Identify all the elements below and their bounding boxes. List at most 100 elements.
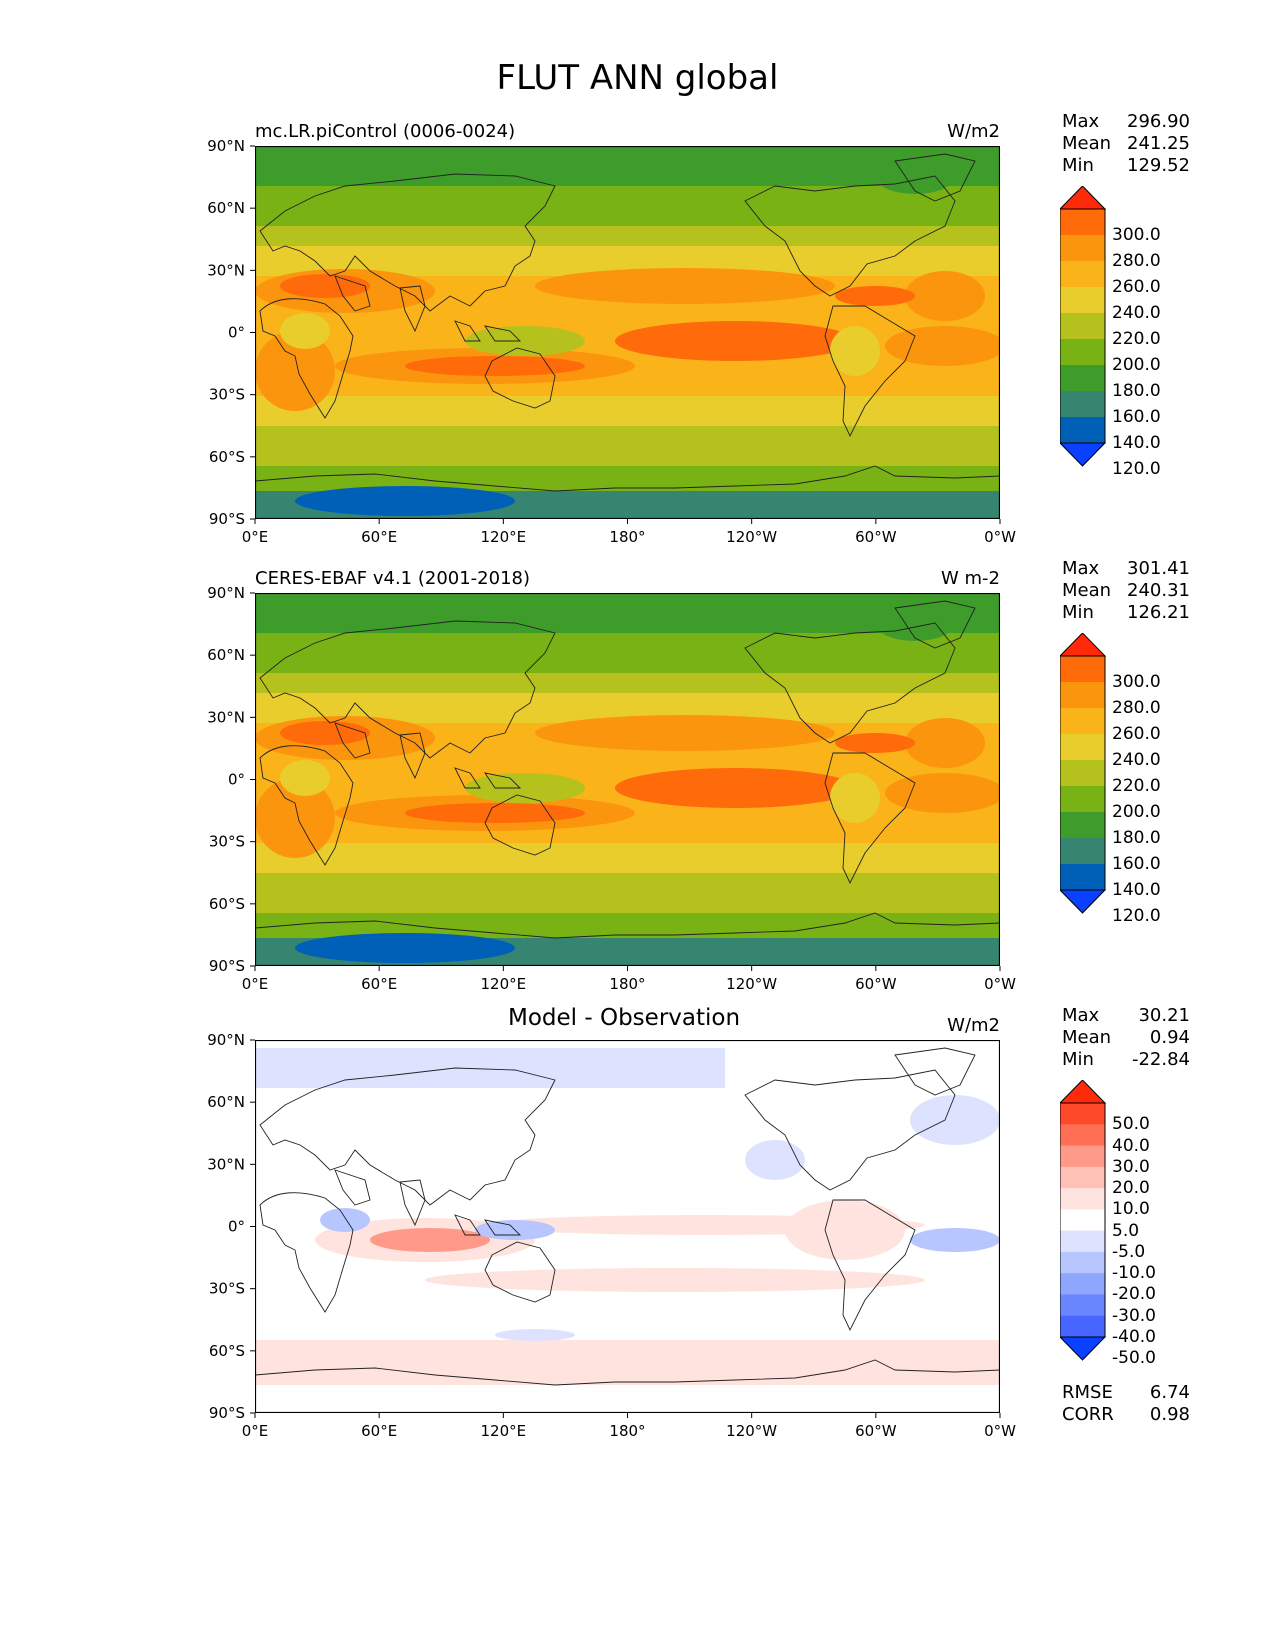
lat-tick-label: 90°N xyxy=(207,1031,245,1049)
colorbar-tick-label: 20.0 xyxy=(1112,1178,1150,1199)
lat-tick-label: 90°N xyxy=(207,137,245,155)
lon-tick-label: 180° xyxy=(609,528,645,546)
lon-tick-label: 0°E xyxy=(242,975,269,993)
colorbar-tick-label: 40.0 xyxy=(1112,1135,1150,1156)
colorbar-tick-label: 260.0 xyxy=(1112,724,1161,744)
lon-tick-label: 0°W xyxy=(984,528,1016,546)
lon-tick-label: 180° xyxy=(609,975,645,993)
map-svg xyxy=(254,592,1005,967)
colorbar-tick-label: 120.0 xyxy=(1112,459,1161,479)
colorbar-tick-label: 50.0 xyxy=(1112,1114,1150,1135)
stat-value: 129.52 xyxy=(1127,155,1190,176)
lon-tick-label: 60°W xyxy=(855,1422,897,1440)
stat-value: 240.31 xyxy=(1127,580,1190,601)
colorbar-tick-label: 240.0 xyxy=(1112,303,1161,323)
panel-center-title: Model - Observation xyxy=(508,1005,741,1031)
colorbar xyxy=(1060,186,1107,467)
colorbar-tick-label: 140.0 xyxy=(1112,433,1161,453)
metric-value: 0.98 xyxy=(1149,1404,1190,1425)
map-svg xyxy=(254,1039,1001,1414)
metrics-block: RMSE 6.74 CORR 0.98 xyxy=(1062,1382,1190,1426)
stat-row: Max 296.90 xyxy=(1062,111,1190,133)
panel-title: CERES-EBAF v4.1 (2001-2018) xyxy=(255,568,531,589)
metric-row: RMSE 6.74 xyxy=(1062,1382,1190,1404)
colorbar-tick-label: 220.0 xyxy=(1112,329,1161,349)
stat-value: 30.21 xyxy=(1138,1005,1190,1026)
stat-label: Min xyxy=(1062,602,1094,623)
lat-tick-label: 60°S xyxy=(209,895,245,913)
lat-tick-label: 60°S xyxy=(209,448,245,466)
stat-label: Mean xyxy=(1062,1027,1112,1048)
colorbar xyxy=(1060,633,1107,914)
lon-tick-label: 60°E xyxy=(361,975,397,993)
lon-tick-label: 60°E xyxy=(361,528,397,546)
colorbar-tick-label: 240.0 xyxy=(1112,750,1161,770)
lat-tick-label: 30°N xyxy=(207,708,245,726)
lat-tick-label: 90°S xyxy=(209,510,245,528)
lon-tick-label: 120°E xyxy=(481,528,527,546)
colorbar-tick-label: 180.0 xyxy=(1112,828,1161,848)
map-field xyxy=(254,145,1005,520)
lon-tick-label: 120°E xyxy=(481,1422,527,1440)
stats-block: Max 301.41 Mean 240.31 Min 126.21 xyxy=(1062,558,1190,624)
map-field xyxy=(254,1039,1001,1414)
colorbar-tick-label: 280.0 xyxy=(1112,698,1161,718)
lat-tick-label: 0° xyxy=(228,1218,245,1236)
colorbar-tick-label: -10.0 xyxy=(1112,1263,1156,1284)
lon-tick-label: 0°W xyxy=(984,1422,1016,1440)
lat-tick-label: 30°N xyxy=(207,1155,245,1173)
stat-row: Max 301.41 xyxy=(1062,558,1190,580)
colorbar-tick-label: 300.0 xyxy=(1112,225,1161,245)
stat-row: Min 126.21 xyxy=(1062,602,1190,624)
lon-tick-label: 120°E xyxy=(481,975,527,993)
colorbar-tick-label: -5.0 xyxy=(1112,1241,1146,1262)
stat-label: Min xyxy=(1062,155,1094,176)
colorbar xyxy=(1060,1080,1107,1361)
lat-tick-label: 90°S xyxy=(209,957,245,975)
lat-tick-label: 60°N xyxy=(207,1093,245,1111)
colorbar-tick-label: 200.0 xyxy=(1112,355,1161,375)
colorbar-tick-label: 300.0 xyxy=(1112,672,1161,692)
stat-row: Mean 0.94 xyxy=(1062,1027,1190,1049)
colorbar-tick-label: 160.0 xyxy=(1112,854,1161,874)
stat-label: Min xyxy=(1062,1049,1094,1070)
lat-tick-label: 60°S xyxy=(209,1342,245,1360)
stat-label: Max xyxy=(1062,1005,1100,1026)
stat-row: Mean 241.25 xyxy=(1062,133,1190,155)
map-svg xyxy=(254,145,1005,520)
stat-value: 296.90 xyxy=(1127,111,1190,132)
metric-label: RMSE xyxy=(1062,1382,1113,1403)
colorbar-tick-label: 120.0 xyxy=(1112,906,1161,926)
stat-label: Max xyxy=(1062,111,1100,132)
stat-row: Mean 240.31 xyxy=(1062,580,1190,602)
panel-units: W m-2 xyxy=(940,568,1000,589)
lat-tick-label: 30°S xyxy=(209,386,245,404)
colorbar-tick-label: 30.0 xyxy=(1112,1156,1150,1177)
stat-row: Min -22.84 xyxy=(1062,1049,1190,1071)
stat-label: Mean xyxy=(1062,133,1112,154)
colorbar-tick-label: 280.0 xyxy=(1112,251,1161,271)
lat-tick-label: 30°N xyxy=(207,261,245,279)
panel-units: W/m2 xyxy=(947,1015,1000,1036)
stat-value: 0.94 xyxy=(1149,1027,1190,1048)
figure-title: FLUT ANN global xyxy=(496,58,779,98)
lat-tick-label: 90°N xyxy=(207,584,245,602)
colorbar-tick-label: 200.0 xyxy=(1112,802,1161,822)
lon-tick-label: 120°W xyxy=(726,975,777,993)
lon-tick-label: 60°E xyxy=(361,1422,397,1440)
lon-tick-label: 0°E xyxy=(242,528,269,546)
stat-value: 241.25 xyxy=(1127,133,1190,154)
lat-tick-label: 0° xyxy=(228,324,245,342)
panel-units: W/m2 xyxy=(947,121,1000,142)
colorbar-tick-label: 260.0 xyxy=(1112,277,1161,297)
metric-label: CORR xyxy=(1062,1404,1114,1425)
map-field xyxy=(254,592,1005,967)
stat-label: Max xyxy=(1062,558,1100,579)
stat-value: 126.21 xyxy=(1127,602,1190,623)
lat-tick-label: 30°S xyxy=(209,833,245,851)
stat-value: 301.41 xyxy=(1127,558,1190,579)
lat-tick-label: 0° xyxy=(228,771,245,789)
lat-tick-label: 60°N xyxy=(207,646,245,664)
lon-tick-label: 0°W xyxy=(984,975,1016,993)
stat-label: Mean xyxy=(1062,580,1112,601)
